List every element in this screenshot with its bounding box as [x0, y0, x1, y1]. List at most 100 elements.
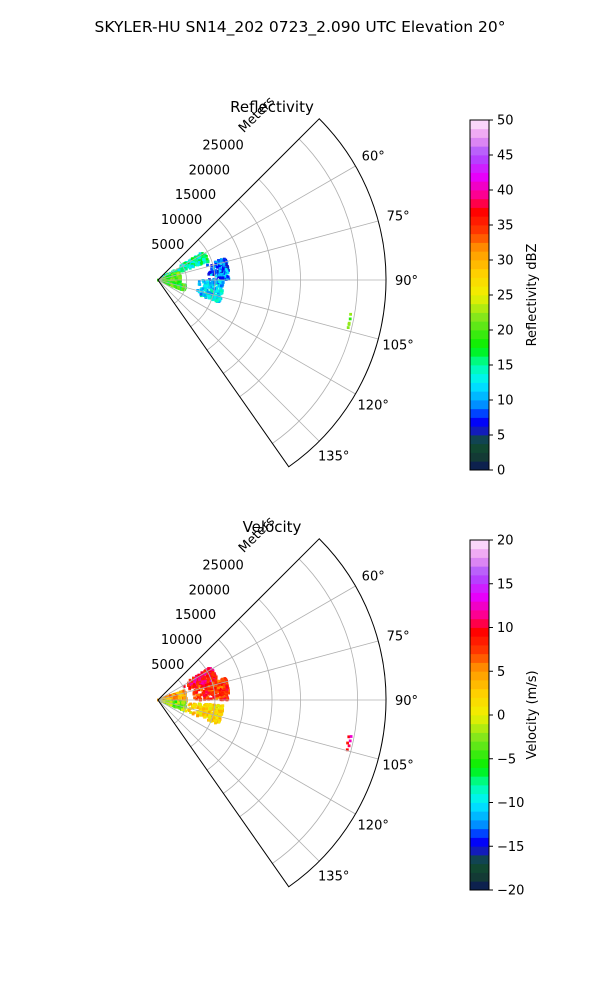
- data-cell: [213, 265, 217, 268]
- data-cell: [218, 693, 222, 697]
- data-cell: [223, 274, 227, 278]
- colorbar-segment: [470, 172, 489, 182]
- data-cell: [205, 696, 209, 700]
- data-cell: [225, 685, 229, 688]
- data-cell: [188, 678, 192, 682]
- data-cell: [198, 678, 201, 682]
- data-cell: [194, 675, 198, 679]
- data-cell: [194, 258, 198, 262]
- colorbar-segment: [470, 785, 489, 795]
- data-cell: [216, 292, 220, 295]
- data-cell: [167, 282, 171, 286]
- colorbar-segment: [470, 697, 489, 707]
- data-cell: [213, 674, 216, 678]
- colorbar-tick-label: 25: [497, 289, 514, 304]
- data-cell: [224, 267, 228, 271]
- colorbar-tick-label: 20: [497, 534, 514, 549]
- azimuth-line: [157, 279, 320, 442]
- data-cell: [199, 703, 202, 707]
- data-cell: [167, 277, 171, 281]
- data-cell: [211, 284, 215, 288]
- colorbar-segment: [470, 610, 489, 620]
- data-cell: [200, 261, 203, 265]
- data-cell: [225, 688, 229, 692]
- data-cell: [202, 689, 206, 693]
- data-cell: [214, 280, 218, 284]
- colorbar-segment: [470, 793, 489, 803]
- data-cell: [196, 714, 199, 718]
- data-cell: [172, 284, 175, 288]
- colorbar-segment: [470, 260, 489, 270]
- data-cell: [172, 695, 176, 699]
- data-cell: [188, 265, 192, 269]
- azimuth-line: [157, 220, 379, 281]
- data-cell: [207, 705, 211, 708]
- data-cell: [218, 269, 222, 273]
- data-cell: [207, 285, 211, 289]
- data-cell: [206, 279, 210, 282]
- colorbar-segment: [470, 601, 489, 611]
- data-cell: [217, 695, 221, 699]
- data-cell: [198, 708, 202, 712]
- data-cell: [180, 690, 184, 693]
- data-cell: [215, 683, 219, 687]
- data-cell: [217, 715, 221, 719]
- data-cell: [207, 296, 211, 300]
- data-cell: [196, 682, 199, 686]
- colorbar-tick-label: 20: [497, 324, 514, 339]
- data-cell: [182, 284, 186, 287]
- data-cell: [221, 709, 224, 712]
- data-cell: [202, 258, 206, 261]
- data-cell: [225, 682, 229, 686]
- data-cell: [221, 272, 224, 275]
- data-cell: [178, 283, 182, 287]
- data-cell: [221, 679, 225, 683]
- data-cell: [209, 668, 213, 672]
- colorbar: −20 −15 −10 −5 0 5 10 15 20 Velocity (m/s): [469, 534, 540, 899]
- data-cell: [180, 268, 183, 271]
- data-cell: [205, 703, 208, 706]
- data-cell: [181, 693, 184, 697]
- data-region-0: [160, 252, 210, 280]
- data-cell: [173, 282, 177, 286]
- data-cell: [225, 690, 229, 694]
- data-cell: [198, 707, 202, 710]
- data-cell: [210, 697, 214, 701]
- data-cell: [206, 676, 210, 680]
- data-cell: [197, 290, 201, 294]
- data-cell: [218, 275, 222, 279]
- azimuth-line: [157, 279, 356, 395]
- data-cell: [217, 719, 221, 722]
- colorbar-segment: [470, 802, 489, 812]
- colorbar: 0 5 10 15 20 25 30 35 40 45 50 Reflectivity dBZ: [469, 114, 540, 479]
- data-cell: [187, 709, 191, 712]
- colorbar-segment: [470, 671, 489, 681]
- data-cell: [207, 667, 211, 671]
- data-cell: [196, 695, 200, 699]
- data-cell: [212, 273, 216, 276]
- data-cell: [208, 291, 212, 295]
- data-cell: [201, 680, 204, 684]
- colorbar-segment: [470, 452, 489, 462]
- data-cell: [215, 708, 219, 712]
- data-cell: [211, 708, 215, 711]
- data-region-5: [345, 735, 353, 752]
- data-cell: [200, 674, 204, 678]
- data-cell: [217, 686, 220, 690]
- data-cell: [212, 695, 216, 699]
- data-cell: [349, 312, 352, 316]
- data-cell: [166, 695, 169, 699]
- theta-tick-label: 60°: [362, 150, 385, 165]
- colorbar-tick-label: 0: [497, 709, 505, 724]
- data-cell: [215, 695, 219, 699]
- azimuth-line: [157, 585, 356, 701]
- r-tick-label: 15000: [175, 608, 216, 623]
- data-cell: [211, 270, 214, 273]
- data-cell: [196, 706, 200, 710]
- theta-tick-label: 60°: [362, 570, 385, 585]
- data-cell: [348, 739, 352, 743]
- data-cell: [206, 293, 210, 297]
- data-cell: [180, 708, 184, 711]
- r-tick-label: 20000: [189, 163, 230, 178]
